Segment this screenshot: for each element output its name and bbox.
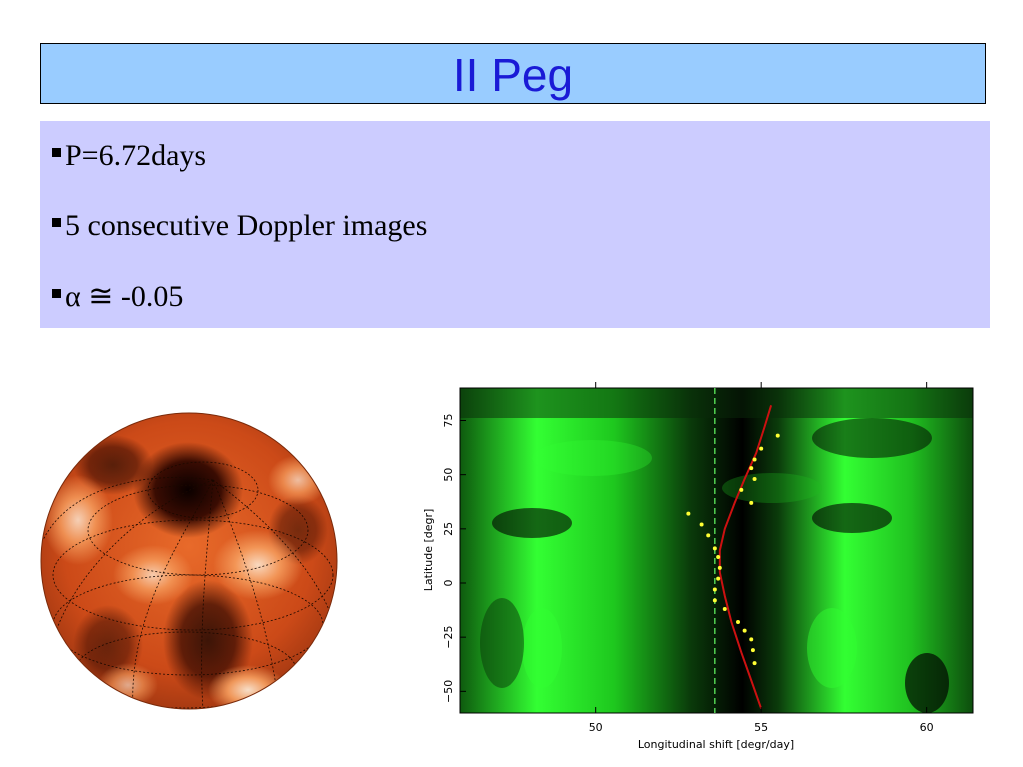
bullet-text: α ≅ -0.05 [65, 280, 184, 313]
data-point [749, 637, 754, 642]
y-tick-label: 0 [442, 580, 455, 587]
x-tick-label: 50 [589, 721, 603, 734]
slide-title: II Peg [452, 49, 574, 101]
y-tick-label: 75 [442, 414, 455, 428]
data-point [722, 607, 727, 611]
data-point [712, 598, 717, 603]
data-point [717, 565, 722, 570]
x-tick-label: 55 [754, 721, 768, 734]
data-point [686, 511, 691, 516]
plot-area [459, 387, 974, 714]
x-axis-ticks: 50 55 60 [589, 382, 934, 734]
slide-title-bar: II Peg [40, 43, 986, 104]
bullet-square-icon [52, 147, 61, 157]
bullet-text: 5 consecutive Doppler images [65, 209, 428, 242]
data-point [750, 648, 755, 653]
data-point [736, 620, 741, 624]
y-axis-ticks: −50 −25 0 25 50 75 [442, 414, 466, 703]
bullet-square-icon [52, 217, 61, 227]
data-point [716, 555, 721, 559]
y-tick-label: 25 [442, 522, 455, 536]
fit-curve [718, 405, 773, 710]
data-point [752, 477, 757, 481]
bullet-text: P=6.72days [65, 139, 207, 172]
data-point [706, 533, 711, 538]
data-point [739, 487, 744, 492]
y-tick-label: −50 [442, 680, 455, 703]
data-point [742, 628, 747, 633]
data-points [686, 433, 780, 666]
data-point [759, 446, 764, 451]
data-point [716, 576, 721, 581]
data-point [749, 466, 754, 471]
data-point [752, 661, 757, 666]
y-tick-label: 50 [442, 468, 455, 482]
bullet-box: P=6.72days 5 consecutive Doppler images … [40, 121, 990, 328]
data-point [749, 500, 754, 505]
y-tick-label: −25 [442, 626, 455, 649]
data-point [712, 546, 717, 551]
x-axis-label: Longitudinal shift [degr/day] [638, 738, 794, 751]
bullet-item: α ≅ -0.05 [52, 279, 183, 314]
data-point [775, 433, 780, 438]
doppler-spot-sphere [40, 412, 338, 710]
fit-curve-line [718, 405, 773, 710]
data-point [752, 457, 757, 462]
data-point [699, 522, 704, 527]
differential-rotation-plot: 50 55 60 −50 −25 0 25 50 75 Longitudinal shift … [422, 382, 974, 751]
y-axis-label: Latitude [degr] [422, 509, 435, 592]
data-point [712, 587, 717, 592]
bullet-square-icon [52, 288, 61, 298]
bullet-item: 5 consecutive Doppler images [52, 209, 427, 243]
x-tick-label: 60 [920, 721, 934, 734]
bullet-item: P=6.72days [52, 139, 206, 173]
